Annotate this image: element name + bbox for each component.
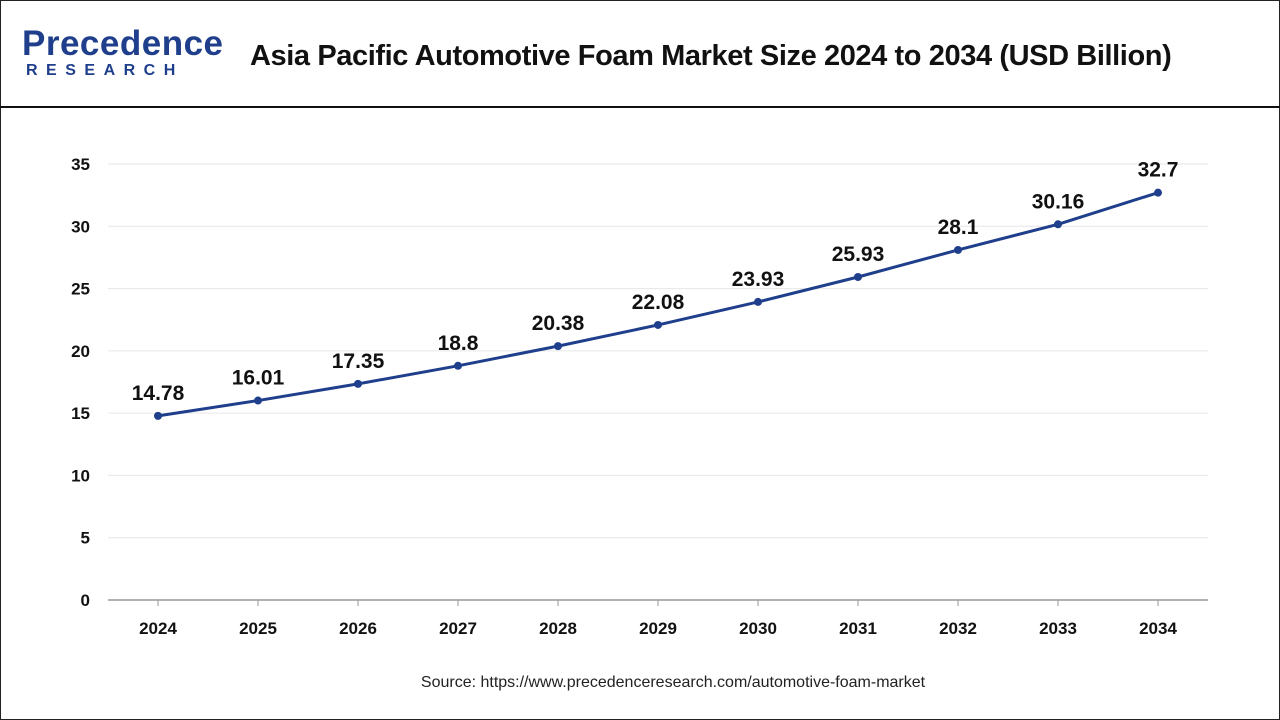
data-point[interactable] [554, 342, 562, 351]
x-tick-label: 2025 [239, 619, 277, 638]
data-point[interactable] [454, 361, 462, 370]
brand-logo[interactable]: Precedence RESEARCH [22, 24, 224, 84]
y-tick-label: 25 [71, 280, 90, 299]
y-tick-label: 15 [71, 404, 90, 423]
data-label: 17.35 [332, 350, 385, 373]
x-tick-label: 2026 [339, 619, 377, 638]
data-point[interactable] [154, 411, 162, 420]
y-tick-label: 30 [71, 217, 90, 236]
data-label: 32.7 [1138, 159, 1179, 182]
data-label: 28.1 [938, 216, 979, 239]
y-tick-label: 0 [81, 591, 90, 610]
data-label: 14.78 [132, 382, 185, 405]
data-label: 16.01 [232, 367, 285, 390]
x-tick-label: 2031 [839, 619, 877, 638]
x-tick-label: 2034 [1139, 619, 1177, 638]
logo-subtitle: RESEARCH [26, 62, 184, 79]
data-label: 18.8 [438, 332, 479, 355]
y-tick-label: 20 [71, 342, 90, 361]
x-tick-label: 2029 [639, 619, 677, 638]
data-label: 23.93 [732, 268, 785, 291]
data-label: 25.93 [832, 243, 885, 266]
data-label: 20.38 [532, 312, 585, 335]
x-tick-label: 2032 [939, 619, 977, 638]
y-tick-label: 5 [81, 529, 90, 548]
data-point[interactable] [654, 320, 662, 329]
data-point[interactable] [354, 379, 362, 388]
data-point[interactable] [1154, 188, 1162, 197]
y-tick-label: 10 [71, 466, 90, 485]
data-point[interactable] [854, 272, 862, 281]
x-tick-label: 2027 [439, 619, 477, 638]
data-point[interactable] [1054, 220, 1062, 229]
data-label: 30.16 [1032, 190, 1085, 213]
data-point[interactable] [754, 297, 762, 306]
x-tick-label: 2024 [139, 619, 177, 638]
data-point[interactable] [954, 245, 962, 254]
y-tick-label: 35 [71, 155, 90, 174]
page-title: Asia Pacific Automotive Foam Market Size… [250, 40, 1172, 72]
x-tick-label: 2033 [1039, 619, 1077, 638]
x-tick-label: 2028 [539, 619, 577, 638]
x-tick-label: 2030 [739, 619, 777, 638]
data-label: 22.08 [632, 291, 685, 314]
logo-wordmark: Precedence [22, 24, 224, 63]
header-divider [0, 106, 1280, 108]
source-note: Source: https://www.precedenceresearch.c… [420, 674, 926, 691]
header: Precedence RESEARCH Asia Pacific Automot… [0, 0, 1280, 108]
data-point[interactable] [254, 396, 262, 405]
